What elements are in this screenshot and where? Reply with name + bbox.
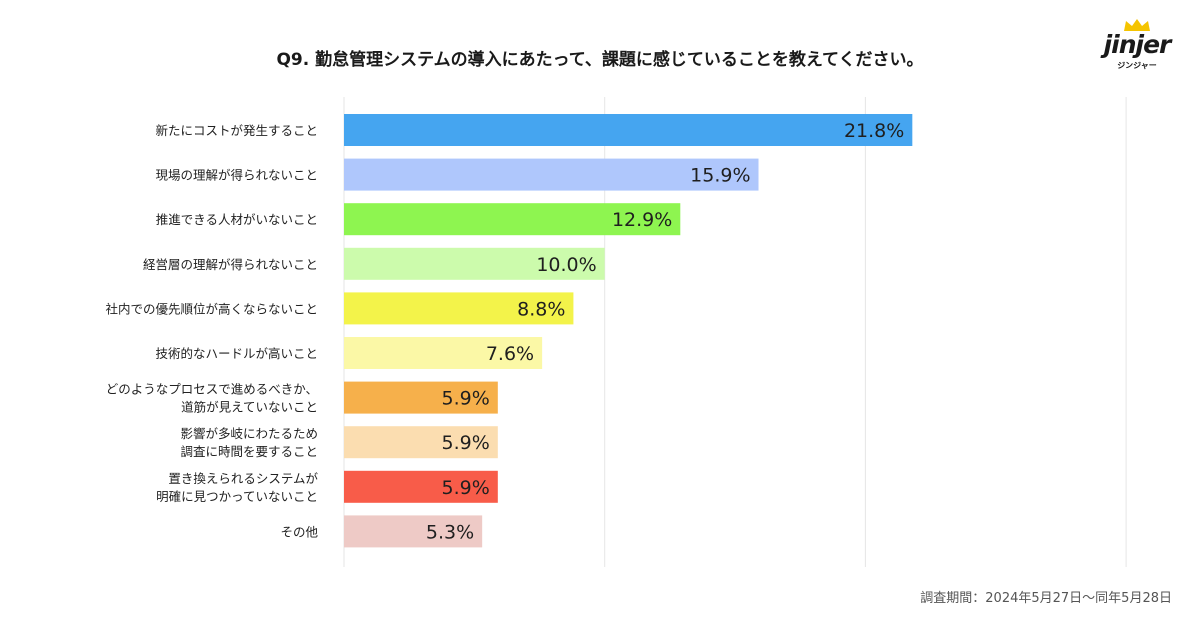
bar xyxy=(344,426,498,459)
bar xyxy=(344,381,498,414)
category-label: 社内での優先順位が高くならないこと xyxy=(105,301,318,316)
bar xyxy=(344,203,681,236)
bar xyxy=(344,292,574,325)
value-label: 5.9% xyxy=(442,432,490,454)
bar xyxy=(344,247,605,280)
logo-wordmark: jinjer xyxy=(1103,30,1172,59)
jinjer-logo: jinjer ジンジャー xyxy=(1092,18,1182,74)
value-label: 15.9% xyxy=(690,165,750,187)
crown-icon xyxy=(1124,19,1150,31)
survey-period-note: 調査期間：2024年5月27日〜同年5月28日 xyxy=(920,591,1172,606)
category-label: 明確に見つかっていないこと xyxy=(156,489,318,504)
value-label: 12.9% xyxy=(612,209,672,231)
category-label: 影響が多岐にわたるため xyxy=(180,426,318,441)
category-label: 技術的なハードルが高いこと xyxy=(155,346,318,361)
chart-title: Q9. 勤怠管理システムの導入にあたって、課題に感じていることを教えてください。 xyxy=(276,50,924,70)
category-label: 経営層の理解が得られないこと xyxy=(143,257,318,272)
value-label: 5.9% xyxy=(442,477,490,499)
value-label: 8.8% xyxy=(517,298,565,320)
bar xyxy=(344,114,913,146)
category-label: 置き換えられるシステムが xyxy=(168,471,318,486)
category-label: 新たにコストが発生すること xyxy=(155,123,318,138)
value-label: 5.3% xyxy=(426,521,474,543)
category-label: 調査に時間を要すること xyxy=(180,444,318,459)
category-label: 現場の理解が得られないこと xyxy=(155,168,318,183)
value-label: 21.8% xyxy=(844,120,904,142)
bar xyxy=(344,337,543,369)
value-label: 7.6% xyxy=(486,343,534,365)
category-label: その他 xyxy=(280,524,318,539)
bar xyxy=(344,470,498,503)
category-label: 道筋が見えていないこと xyxy=(181,400,318,415)
bar xyxy=(344,515,483,548)
bar xyxy=(344,158,759,191)
logo-kana: ジンジャー xyxy=(1117,61,1157,70)
value-label: 5.9% xyxy=(442,388,490,410)
value-label: 10.0% xyxy=(536,254,596,276)
category-label: どのようなプロセスで進めるべきか、 xyxy=(106,382,318,397)
category-label: 推進できる人材がいないこと xyxy=(156,212,318,227)
